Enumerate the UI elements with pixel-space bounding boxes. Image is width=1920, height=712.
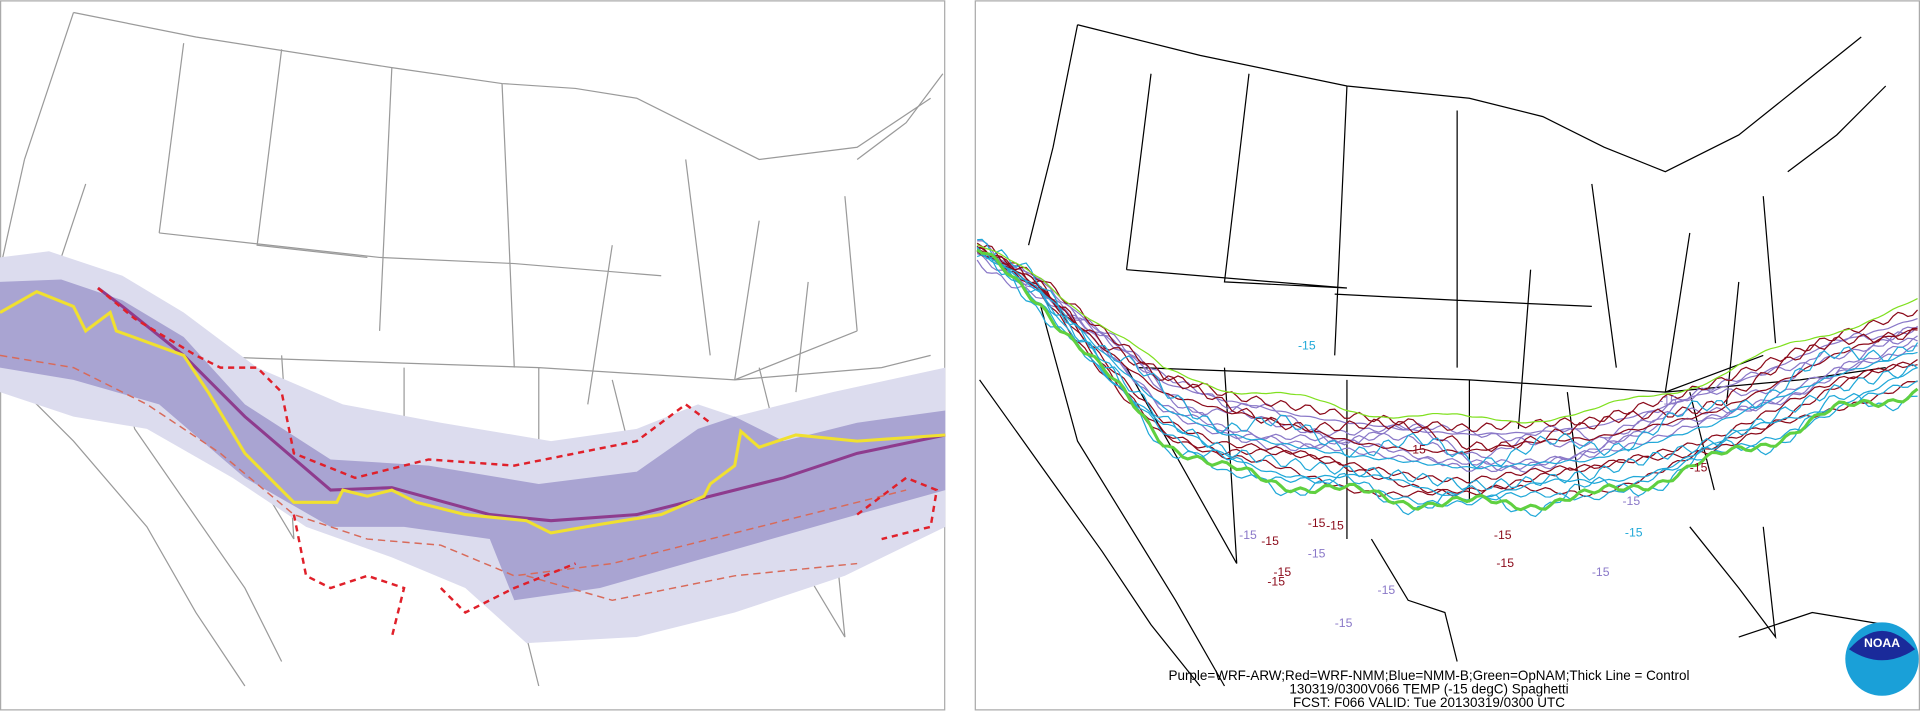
contour-label: -15 [1308,516,1326,530]
border [73,11,931,161]
member-line [976,249,1918,454]
left-map [0,0,946,711]
red-dashed [97,287,939,638]
member-line [976,248,1919,512]
boundaries [1027,24,1886,687]
contour-label: -15 [1659,393,1677,407]
logo-top [1848,630,1916,661]
border [1077,24,1862,173]
contour-label: -15 [1496,556,1514,570]
contour-label: -15 [1592,565,1610,579]
state-lines [979,24,1887,687]
right-map: -15-15-15 -15-15 -15-15-15-15-15-15-15-15-… [974,0,1920,711]
member-line [976,253,1918,491]
spaghetti-lines [976,238,1919,518]
member-dashed [0,354,907,602]
panel-frame [974,0,1920,711]
contour-label: -15 [1326,518,1344,532]
contour-label: -15 [1622,494,1640,508]
contour-label: -15 [1308,546,1326,560]
contour-label: -15 [1690,461,1708,475]
contour-label: -15 [1261,534,1279,548]
member-line [976,242,1918,497]
member-line [977,244,1918,453]
contour-label: -15 [1267,575,1285,589]
contour-label: -15 [1335,616,1353,630]
contour-label: -15 [1494,528,1512,542]
member-line [976,249,1918,436]
legend-text: Purple=WRF-ARW;Red=WRF-NMM;Blue=NMM-B;Gr… [1169,668,1690,683]
contour-label: -15 [1378,583,1396,597]
member-line [976,249,1918,501]
member-line [976,246,1919,469]
contour-label: -15 [1625,526,1643,540]
member-line [977,238,1918,518]
contour-label: -15 [1298,338,1316,352]
contour-label: -15 [1273,565,1291,579]
opnam-line [0,290,946,535]
valid-time: FCST: F066 VALID: Tue 20130319/0300 UTC [1293,695,1565,710]
member-line [976,250,1918,484]
contour-label: -15 [1239,528,1257,542]
inner-band [0,279,946,601]
coast [979,85,1887,687]
member-line [976,244,1918,424]
logo-text: NOAA [1864,636,1900,650]
contour-label: -15 [1408,442,1426,456]
chart-title: 130319/0300V066 TEMP (-15 degC) Spaghett… [1289,681,1568,696]
member-line [976,245,1919,432]
member-line [977,240,1918,459]
contour-labels: -15-15-15 -15-15 -15-15-15-15-15-15-15-15-… [1239,338,1707,630]
